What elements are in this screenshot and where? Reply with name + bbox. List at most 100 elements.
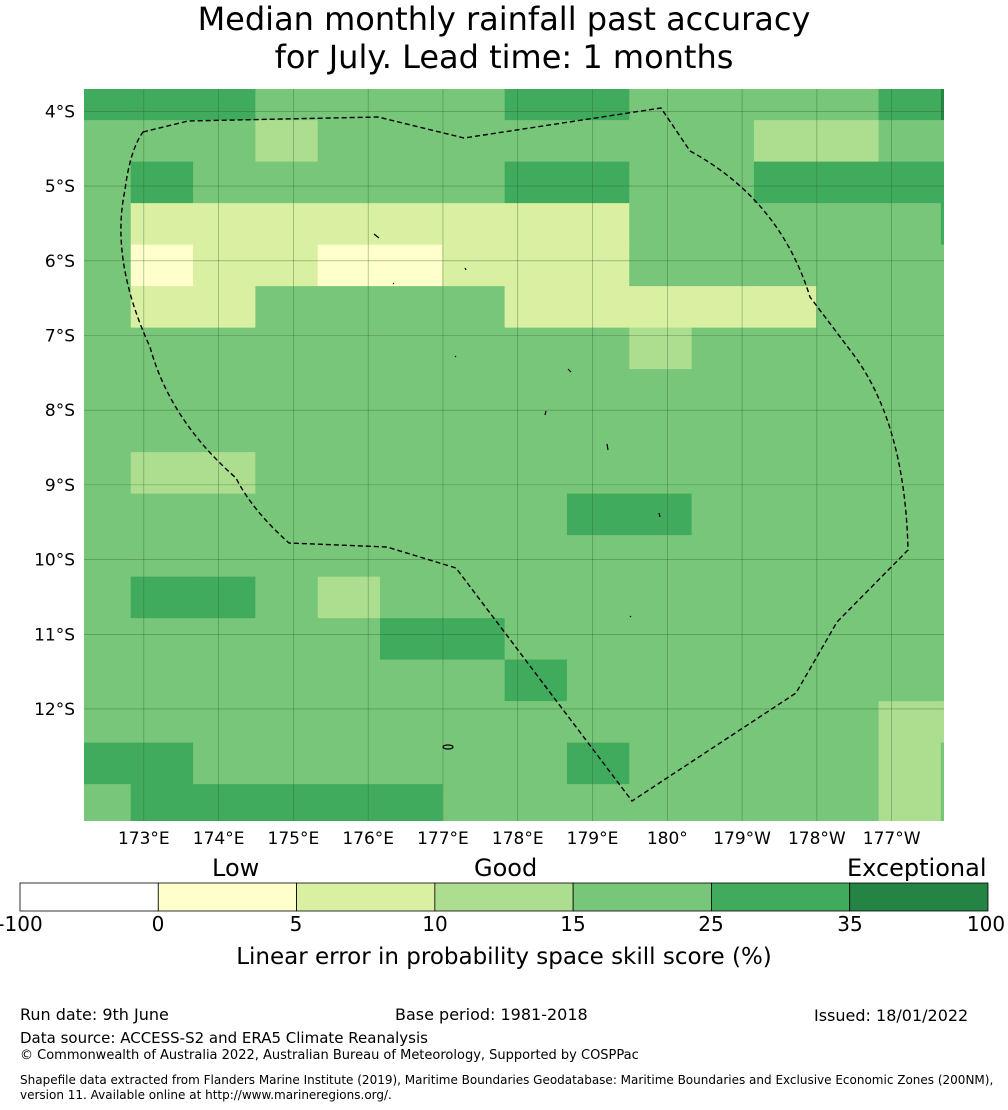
category-good: Good	[474, 854, 538, 882]
grid-cell	[380, 89, 443, 121]
grid-cell	[566, 286, 630, 329]
grid-cell	[255, 784, 319, 821]
grid-cell	[84, 203, 132, 246]
grid-cell	[691, 369, 755, 412]
grid-cell	[504, 244, 568, 287]
grid-cell	[130, 535, 194, 578]
copyright: © Commonwealth of Australia 2022, Austra…	[20, 1048, 639, 1063]
latitude-label: 4°S	[45, 102, 75, 122]
longitude-labels: 173°E 174°E 175°E 176°E 177°E 178°E 179°E 180° 1…	[118, 829, 921, 849]
grid-cell	[130, 659, 194, 702]
grid-cell	[442, 493, 506, 536]
grid-cell	[1003, 162, 1008, 204]
grid-cell	[566, 493, 630, 536]
grid-cell	[380, 286, 443, 329]
base-period: Base period: 1981-2018	[395, 1005, 588, 1024]
longitude-label: 177°W	[863, 829, 921, 849]
grid-cell	[255, 618, 319, 661]
colorbar-swatch	[434, 882, 574, 912]
grid-cell	[1003, 411, 1008, 453]
grid-cell	[130, 161, 194, 204]
grid-cell	[255, 493, 319, 536]
grid-cell	[442, 618, 506, 661]
run-date: Run date: 9th June	[20, 1005, 169, 1024]
longitude-label: 174°E	[193, 829, 245, 849]
colorbar-tick: -100	[0, 912, 43, 936]
grid-cell	[753, 493, 817, 536]
grid-cell	[380, 576, 443, 619]
grid-cell	[504, 410, 568, 453]
grid-cell	[84, 576, 132, 619]
grid-cell	[442, 203, 506, 246]
grid-cell	[691, 203, 755, 246]
grid-cell	[816, 327, 880, 370]
grid-cell	[317, 161, 381, 204]
grid-cell	[130, 618, 194, 661]
grid-cell	[940, 286, 944, 329]
grid-cell	[816, 120, 880, 163]
grid-cell	[816, 618, 880, 661]
grid-cell	[1003, 203, 1008, 245]
grid-cell	[940, 742, 944, 785]
colorbar-swatch	[572, 882, 712, 912]
grid-cell	[442, 120, 506, 163]
grid-cell	[940, 120, 944, 163]
latitude-label: 11°S	[34, 625, 75, 645]
longitude-label: 177°E	[417, 829, 469, 849]
grid-cell	[816, 286, 880, 329]
colorbar-swatch	[296, 882, 436, 912]
grid-cell	[130, 784, 194, 821]
grid-cell	[629, 784, 693, 821]
grid-cell	[691, 742, 755, 785]
grid-cell	[878, 369, 942, 412]
grid-cell	[753, 203, 817, 246]
grid-cell	[317, 120, 381, 163]
grid-cell	[566, 120, 630, 163]
grid-cell	[193, 89, 256, 121]
grid-cell	[84, 452, 132, 495]
grid-cell	[380, 784, 443, 821]
colorbar-swatch	[157, 882, 297, 912]
grid-cell	[130, 576, 194, 619]
grid-cell	[193, 244, 256, 287]
grid-cell	[130, 410, 194, 453]
grid-cell	[130, 493, 194, 536]
grid-cell	[1003, 784, 1008, 826]
grid-cell	[380, 493, 443, 536]
graticule	[84, 89, 944, 821]
grid-cell	[940, 369, 944, 412]
grid-cell	[193, 286, 256, 329]
grid-cell	[255, 203, 319, 246]
grid-cell	[317, 369, 381, 412]
grid-cell	[255, 452, 319, 495]
grid-cell	[193, 618, 256, 661]
map-title-line-1: Median monthly rainfall past accuracy	[197, 0, 811, 38]
grid-cell	[84, 410, 132, 453]
grid-cell	[504, 369, 568, 412]
colorbar-tick: 5	[289, 912, 303, 936]
grid-cell	[317, 493, 381, 536]
grid-cell	[84, 286, 132, 329]
grid-cell	[255, 327, 319, 370]
grid-cell	[193, 576, 256, 619]
grid-cell	[255, 369, 319, 412]
grid-cell	[566, 410, 630, 453]
grid-cell	[629, 89, 693, 121]
grid-cell	[130, 286, 194, 329]
shapefile-credit-line-1: Shapefile data extracted from Flanders M…	[20, 1073, 994, 1087]
grid-cell	[878, 286, 942, 329]
grid-cell	[816, 452, 880, 495]
data-source: Data source: ACCESS-S2 and ERA5 Climate …	[20, 1029, 428, 1047]
grid-cell	[816, 576, 880, 619]
grid-cell	[1003, 826, 1008, 868]
grid-cell	[504, 701, 568, 744]
grid-cell	[878, 410, 942, 453]
grid-cell	[629, 576, 693, 619]
skill-grid	[84, 89, 1008, 868]
grid-cell	[816, 203, 880, 246]
colorbar-tick: 15	[560, 912, 586, 936]
grid-cell	[442, 576, 506, 619]
colorbar-label: Linear error in probability space skill …	[236, 944, 772, 970]
grid-cell	[1003, 245, 1008, 287]
grid-cell	[130, 701, 194, 744]
